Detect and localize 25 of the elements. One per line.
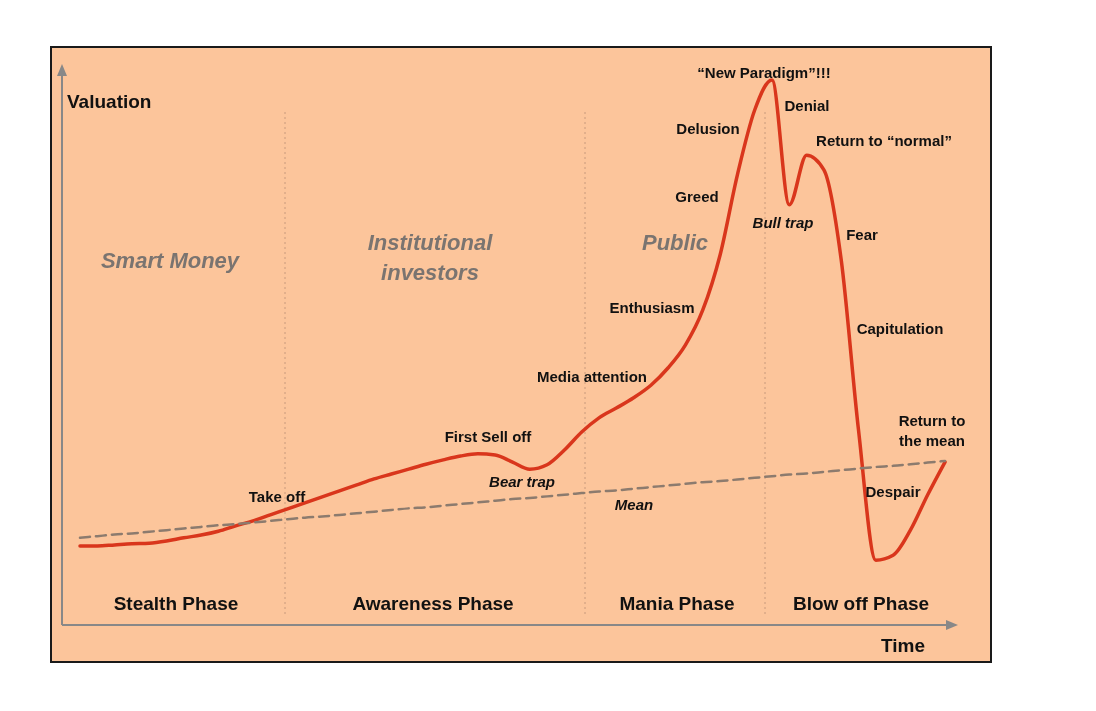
annotation: Stealth Phase: [113, 593, 239, 614]
annotation: “New Paradigm”!!!: [697, 64, 831, 81]
annotation: Bull trap: [752, 214, 814, 231]
annotation: Denial: [784, 97, 830, 114]
annotation: Enthusiasm: [609, 299, 695, 316]
annotation: Smart Money: [100, 248, 241, 273]
annotation: Capitulation: [856, 320, 944, 337]
annotation: Institutional investors: [367, 230, 494, 285]
annotation: Greed: [675, 188, 719, 205]
x-axis-title: Time: [880, 635, 926, 656]
annotation: Mania Phase: [619, 593, 735, 614]
annotation: Bear trap: [489, 473, 555, 490]
annotation: Public: [641, 230, 709, 255]
annotation: First Sell off: [444, 428, 533, 445]
annotation: Media attention: [536, 368, 648, 385]
annotation: Return to “normal”: [816, 132, 952, 149]
annotation: Mean: [614, 496, 654, 513]
annotation: Delusion: [676, 120, 740, 137]
annotation: Awareness Phase: [352, 593, 514, 614]
annotation: Fear: [846, 226, 878, 243]
annotation: Blow off Phase: [792, 593, 930, 614]
annotation: Return to the mean: [898, 412, 966, 450]
y-axis-title: Valuation: [67, 91, 152, 112]
annotation: Despair: [865, 483, 921, 500]
annotation: Take off: [248, 488, 307, 505]
